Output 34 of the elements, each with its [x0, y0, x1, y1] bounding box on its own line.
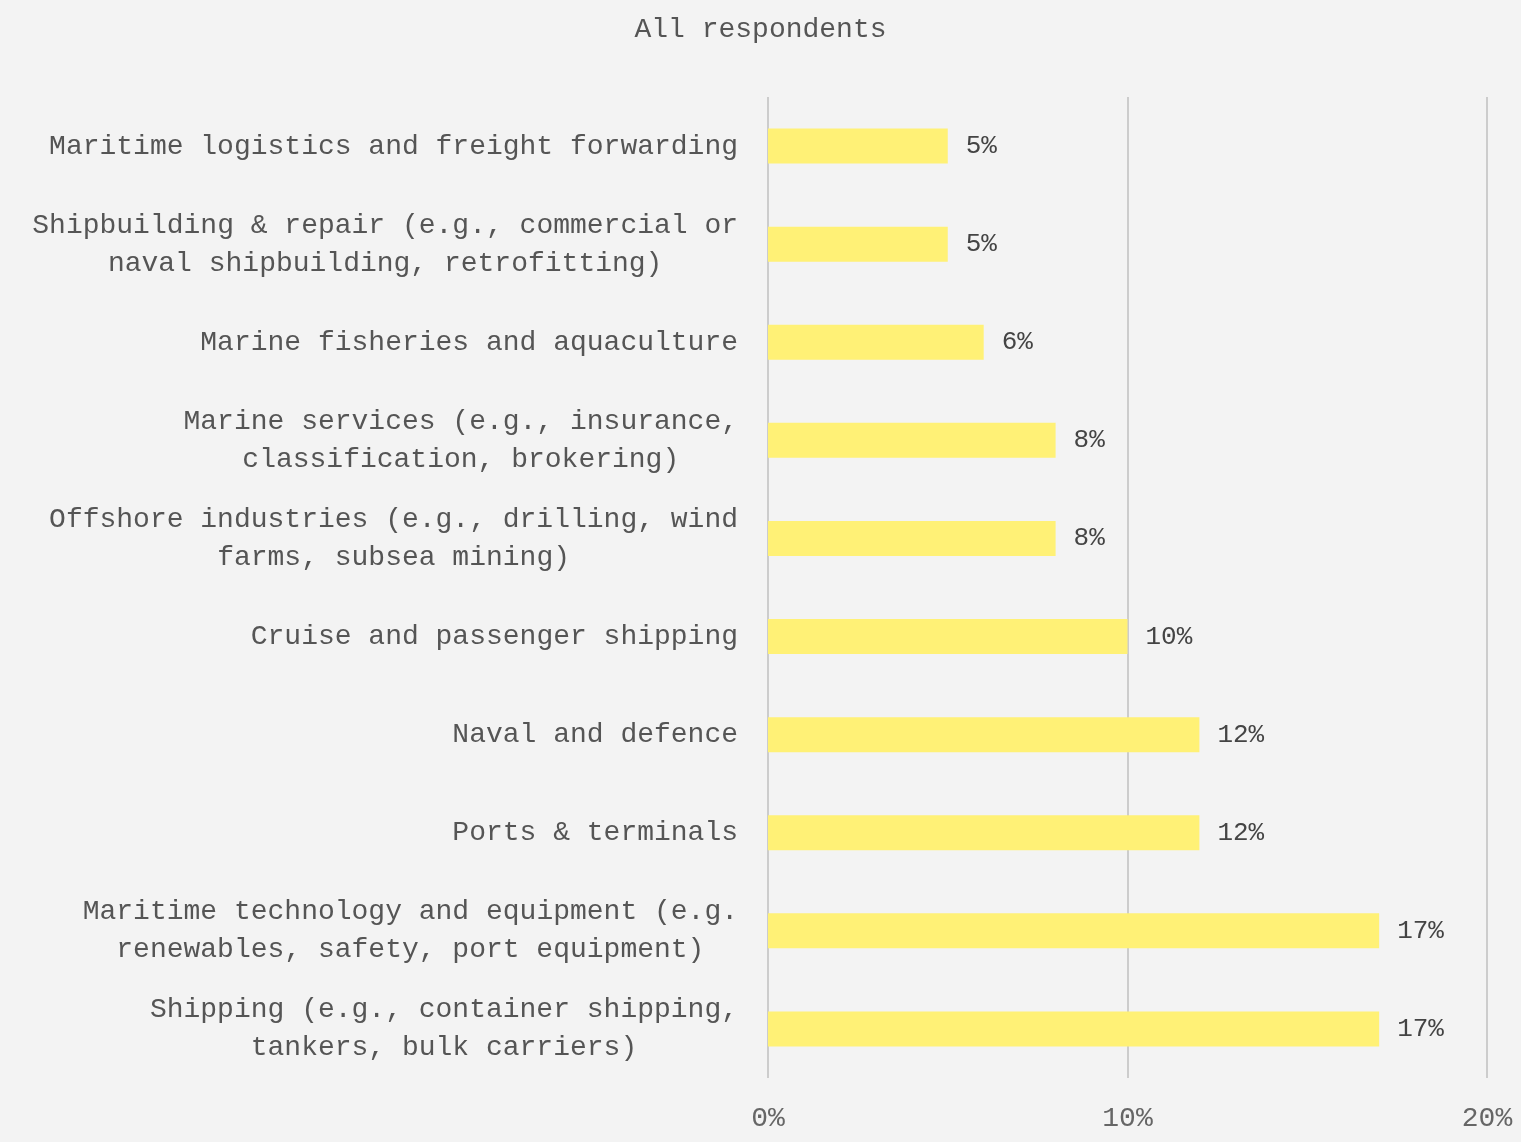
data-label: 5% [965, 131, 998, 162]
x-tick-label: 10% [1102, 1102, 1153, 1134]
y-tick-label: Shipbuilding & repair (e.g., commercial or naval shipbuilding, retrofitting) [32, 209, 738, 279]
y-tick-label: Ports & terminals [452, 817, 738, 849]
y-tick-label: Offshore industries (e.g., drilling, wind farms, subsea mining) [49, 503, 738, 573]
bar [768, 422, 1056, 458]
data-label: 17% [1397, 915, 1445, 946]
bar [768, 1011, 1380, 1047]
bar [768, 913, 1380, 949]
x-tick-label: 0% [751, 1102, 785, 1134]
chart-title: All respondents [634, 13, 887, 45]
y-tick-label: Marine services (e.g., insurance, classification, brokering) [183, 405, 738, 475]
data-label: 17% [1397, 1013, 1445, 1044]
data-label: 6% [1001, 327, 1034, 358]
y-tick-label: Maritime logistics and freight forwarding [49, 130, 738, 162]
x-tick-label: 20% [1461, 1102, 1513, 1134]
bar [768, 717, 1200, 753]
y-tick-label: Shipping (e.g., container shipping, tankers, bulk carriers) [149, 994, 739, 1064]
data-label: 10% [1145, 621, 1193, 652]
bar [768, 226, 948, 262]
bar [768, 128, 948, 164]
bar [768, 619, 1128, 655]
data-label: 5% [965, 229, 998, 260]
bar [768, 520, 1056, 556]
bar [768, 324, 984, 360]
y-tick-label: Marine fisheries and aquaculture [200, 326, 738, 358]
data-label: 12% [1217, 817, 1265, 848]
data-label: 8% [1073, 425, 1106, 456]
data-label: 8% [1073, 523, 1106, 554]
y-tick-label: Naval and defence [452, 719, 738, 751]
data-label: 12% [1217, 719, 1265, 750]
y-tick-label: Maritime technology and equipment (e.g. renewables, safety, port equipment) [82, 896, 738, 966]
y-tick-label: Cruise and passenger shipping [250, 621, 738, 653]
bar [768, 815, 1200, 851]
